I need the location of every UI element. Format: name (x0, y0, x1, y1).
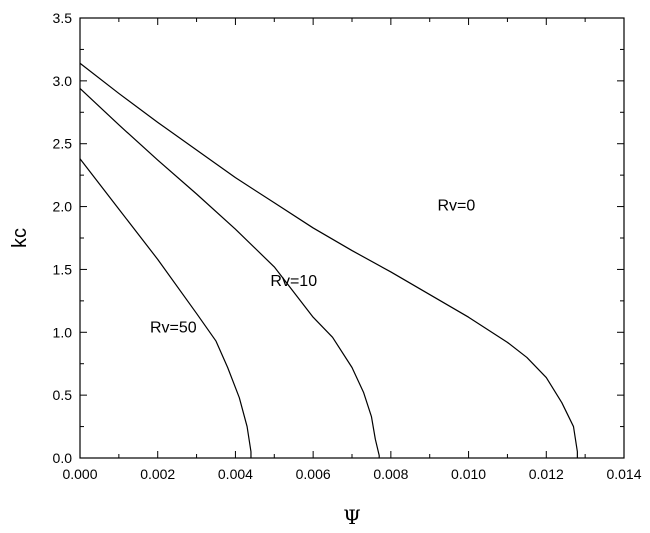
series-annotations: Rv=0 Rv=10 Rv=50 (150, 197, 475, 336)
x-tick-label: 0.008 (373, 466, 408, 482)
series-line-rv-10 (79, 87, 380, 458)
series-line-rv-50 (79, 158, 252, 458)
x-tick-label: 0.014 (606, 466, 641, 482)
series-annotation: Rv=10 (270, 273, 317, 290)
y-axis-title: kc (9, 228, 31, 248)
y-tick-label: 1.0 (53, 324, 73, 340)
y-tick-label: 0.5 (53, 387, 73, 403)
x-tick-label: 0.000 (62, 466, 97, 482)
series-annotation: Rv=50 (150, 319, 197, 336)
series-line-rv-0 (79, 62, 578, 458)
x-tick-label: 0.004 (218, 466, 253, 482)
y-tick-label: 3.5 (53, 10, 73, 26)
x-tick-label: 0.012 (529, 466, 564, 482)
y-tick-label: 0.0 (53, 450, 73, 466)
x-axis-title: Ψ (343, 505, 361, 529)
series-lines (79, 62, 578, 458)
x-tick-label: 0.002 (140, 466, 175, 482)
axis-ticks: 0.000 0.002 0.004 0.006 0.008 0.010 0.012 0.014… (53, 10, 642, 482)
series-annotation: Rv=0 (437, 197, 475, 214)
x-tick-label: 0.010 (451, 466, 486, 482)
plot-frame (79, 17, 625, 459)
y-tick-label: 1.5 (53, 261, 73, 277)
y-tick-label: 3.0 (53, 73, 73, 89)
y-tick-label: 2.5 (53, 136, 73, 152)
x-tick-label: 0.006 (296, 466, 331, 482)
y-tick-label: 2.0 (53, 199, 73, 215)
